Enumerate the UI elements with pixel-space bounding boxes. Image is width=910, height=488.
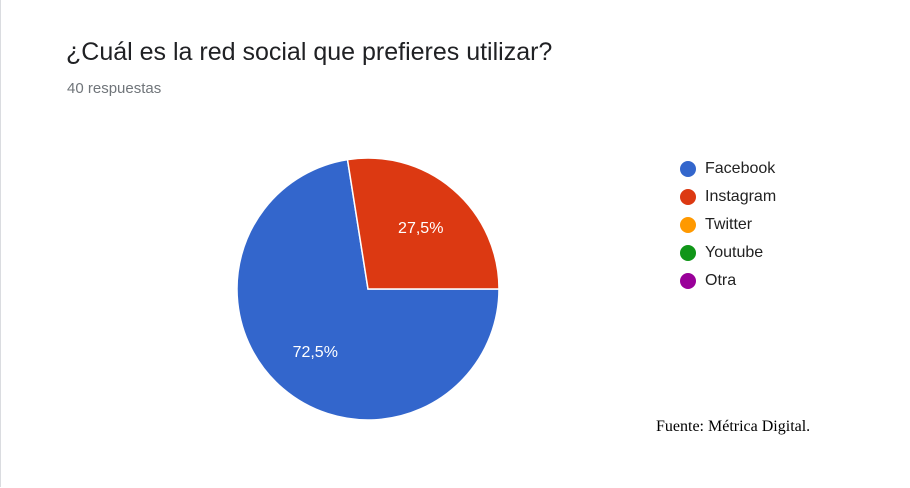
legend-label: Instagram — [705, 188, 777, 205]
legend-label: Otra — [705, 272, 737, 289]
pie-slice-facebook — [236, 158, 500, 421]
legend-swatch — [680, 217, 696, 233]
legend-swatch — [680, 273, 696, 289]
legend-item-otra: Otra — [680, 267, 776, 295]
pie-slice-instagram — [346, 157, 500, 290]
legend-item-instagram: Instagram — [680, 183, 776, 211]
legend-swatch — [680, 189, 696, 205]
data-label-facebook: 72,5% — [293, 344, 338, 361]
chart-title: ¿Cuál es la red social que prefieres uti… — [66, 38, 553, 66]
legend-item-youtube: Youtube — [680, 239, 776, 267]
data-label-instagram: 27,5% — [398, 220, 443, 237]
legend-label: Youtube — [705, 244, 764, 261]
source-note: Fuente: Métrica Digital. — [656, 418, 811, 435]
legend-item-facebook: Facebook — [680, 155, 776, 183]
legend-item-twitter: Twitter — [680, 211, 776, 239]
legend-swatch — [680, 161, 696, 177]
legend-label: Twitter — [705, 216, 753, 233]
legend: Facebook Instagram Twitter Youtube Otra — [680, 155, 776, 295]
response-count: 40 respuestas — [67, 80, 162, 97]
legend-label: Facebook — [705, 160, 776, 177]
legend-swatch — [680, 245, 696, 261]
